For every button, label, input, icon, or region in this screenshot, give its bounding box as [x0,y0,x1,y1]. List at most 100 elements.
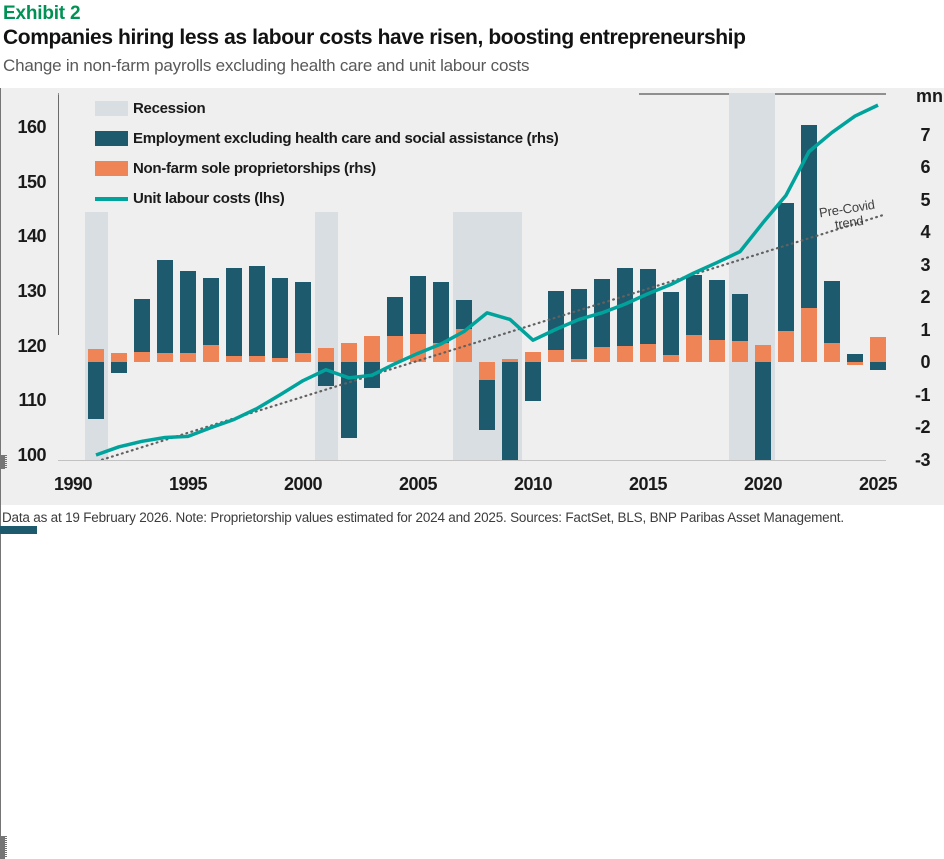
chart-subtitle: Change in non-farm payrolls excluding he… [3,56,530,75]
right-axis-tick [0,838,7,839]
bar-employment-2025 [870,362,886,371]
left-axis-tick [0,459,7,460]
bar-proprietorships-2020 [755,344,771,362]
bar-employment-2013 [594,279,610,362]
right-axis-tick [0,852,7,853]
right-axis-label: 6 [920,157,930,177]
bar-proprietorships-2011 [548,349,564,362]
right-axis-label: 7 [920,124,930,145]
bar-proprietorships-1994 [157,353,173,362]
bar-proprietorships-1995 [180,352,196,362]
x-axis-label: 2025 [858,474,898,494]
right-axis-tick [0,844,7,845]
x-year-tick [58,202,59,209]
bar-proprietorships-2022 [801,308,817,362]
right-axis-tick [0,853,5,854]
left-axis-label: 150 [17,171,46,192]
x-year-tick [58,193,59,203]
left-axis-label: 120 [17,335,46,356]
x-year-tick [58,259,59,269]
left-axis-tick [0,467,7,468]
x-axis-label: 2015 [628,474,668,494]
x-axis-label: 2005 [398,474,438,494]
bar-proprietorships-2001 [318,348,334,362]
x-year-tick [58,280,59,287]
bar-employment-1995 [180,271,196,362]
bar-proprietorships-2006 [433,343,449,362]
exhibit-page: { "header": { "exhibit": "Exhibit 2", "t… [0,3,944,859]
x-year-tick [58,148,59,155]
x-year-tick [58,169,59,176]
right-axis-tick [0,836,7,837]
left-axis-tick [0,462,5,463]
x-axis-label: 2010 [513,474,553,494]
legend-color-swatch [95,131,128,146]
bar-proprietorships-1997 [226,355,242,362]
bar-proprietorships-1993 [134,351,150,362]
bar-employment-2002 [341,362,357,439]
left-axis-tick [0,466,5,467]
bar-employment-2024 [847,353,863,362]
right-axis-tick [0,842,7,843]
right-axis-label: 1 [920,319,930,340]
left-axis-tick [0,458,5,459]
right-axis-tick [0,837,5,838]
bar-employment-1997 [226,267,242,362]
right-axis-tick [0,847,5,848]
x-year-tick [58,94,59,104]
x-year-tick [58,214,59,221]
bar-proprietorships-1998 [249,356,265,362]
left-axis-tick [0,468,5,469]
x-year-tick [58,292,59,302]
bar-proprietorships-2021 [778,331,794,362]
x-year-tick [58,136,59,143]
x-axis-label: 2020 [743,474,783,494]
bar-proprietorships-1992 [111,352,127,362]
bar-proprietorships-1996 [203,345,219,362]
x-year-tick [58,307,59,314]
bar-employment-2000 [295,282,311,362]
x-year-tick [58,241,59,248]
x-axis-label: 2000 [283,474,323,494]
bar-employment-2014 [617,268,633,362]
x-year-tick [58,187,59,194]
bar-proprietorships-2015 [640,344,656,362]
legend-label: Non-farm sole proprietorships (rhs) [133,160,376,177]
right-axis-label: 0 [920,352,930,372]
exhibit-number: Exhibit 2 [3,3,81,24]
chart-panel: 100 110 120 130 140 150 160 -3 -2 -1 0 1 2 3 4 5 6 7 1990 1… [0,86,944,859]
right-axis-label: -2 [914,417,931,437]
bar-employment-1993 [134,298,150,362]
bar-proprietorships-2017 [686,334,702,362]
x-year-tick [58,115,59,122]
bar-employment-1999 [272,277,288,362]
right-axis-tick [0,839,5,840]
bar-proprietorships-2014 [617,345,633,362]
bar-employment-2023 [824,280,840,362]
x-axis-label: 1990 [53,474,93,494]
bar-proprietorships-2004 [387,335,403,362]
x-year-tick [58,154,59,161]
legend-color-swatch [95,161,128,176]
x-year-tick [58,301,59,308]
bar-proprietorships-2008 [479,362,495,380]
legend-item-1: Recession [59,100,635,122]
x-year-tick [58,109,59,116]
bar-proprietorships-2013 [594,347,610,362]
x-year-tick [58,208,59,215]
left-axis-tick [0,461,7,462]
bar-employment-1992 [111,362,127,374]
left-axis-label: 100 [17,445,46,465]
plot-area [58,93,886,461]
right-axis-tick [0,857,5,858]
left-axis-tick [0,463,7,464]
left-axis-tick [0,465,7,466]
bar-proprietorships-2010 [525,352,541,362]
bar-employment-1991 [88,362,104,419]
x-year-tick [58,325,59,335]
left-axis-label: 130 [17,280,46,301]
bar-employment-2022 [801,124,817,362]
left-axis-label: 160 [17,116,46,137]
bar-proprietorships-1999 [272,358,288,362]
source-note: Data as at 19 February 2026. Note: Propr… [2,510,844,525]
